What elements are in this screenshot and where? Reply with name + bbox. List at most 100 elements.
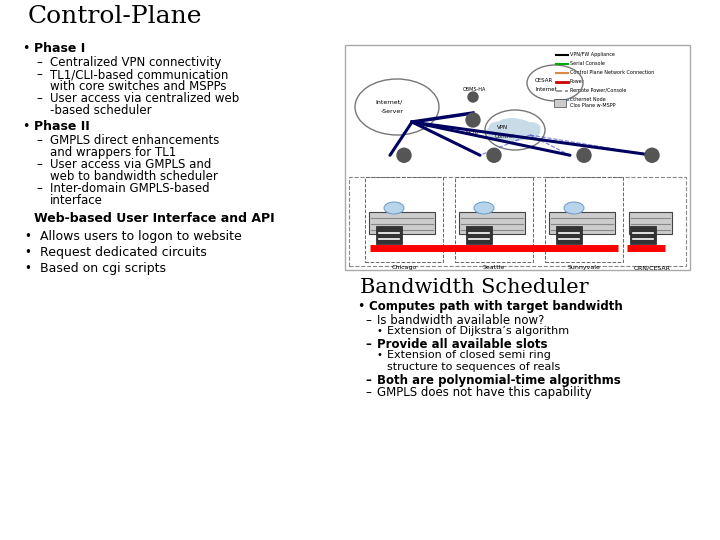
Text: Serial Console: Serial Console xyxy=(570,61,605,66)
Ellipse shape xyxy=(510,122,541,140)
Text: •: • xyxy=(24,230,31,243)
Text: –: – xyxy=(36,182,42,195)
Text: TL1/CLI-based communication: TL1/CLI-based communication xyxy=(50,68,228,81)
Text: Inter-domain GMPLS-based: Inter-domain GMPLS-based xyxy=(50,182,210,195)
Text: Based on cgi scripts: Based on cgi scripts xyxy=(40,262,166,275)
Bar xyxy=(466,226,492,244)
Text: interface: interface xyxy=(50,194,103,207)
Text: GMPLS does not have this capability: GMPLS does not have this capability xyxy=(377,386,592,399)
Text: Phase II: Phase II xyxy=(34,120,90,133)
Text: Both are polynomial-time algorithms: Both are polynomial-time algorithms xyxy=(377,374,621,387)
Circle shape xyxy=(487,148,501,162)
Ellipse shape xyxy=(528,77,557,93)
Text: Sunnyvale: Sunnyvale xyxy=(567,265,600,270)
Text: –: – xyxy=(36,92,42,105)
Text: Internet/: Internet/ xyxy=(375,99,402,104)
Ellipse shape xyxy=(551,76,579,92)
Ellipse shape xyxy=(495,118,528,134)
Ellipse shape xyxy=(369,90,416,113)
Text: –: – xyxy=(36,158,42,171)
Text: –: – xyxy=(365,314,371,327)
Bar xyxy=(554,99,566,107)
Text: -based scheduler: -based scheduler xyxy=(50,104,152,117)
Ellipse shape xyxy=(384,202,404,214)
Circle shape xyxy=(466,113,480,127)
Text: Chicago: Chicago xyxy=(391,265,417,270)
Text: Computes path with target bandwidth: Computes path with target bandwidth xyxy=(369,300,623,313)
Circle shape xyxy=(468,92,478,102)
Text: Is bandwidth available now?: Is bandwidth available now? xyxy=(377,314,544,327)
Ellipse shape xyxy=(391,96,433,121)
Circle shape xyxy=(645,148,659,162)
Ellipse shape xyxy=(368,92,426,123)
Text: VPN/FW Appliance: VPN/FW Appliance xyxy=(570,52,615,57)
Ellipse shape xyxy=(403,96,433,113)
Text: •: • xyxy=(377,350,383,360)
Text: Extension of closed semi ring: Extension of closed semi ring xyxy=(387,350,551,360)
Text: –: – xyxy=(365,338,371,351)
Ellipse shape xyxy=(474,202,494,214)
Text: Remote Power/Console: Remote Power/Console xyxy=(570,88,626,93)
Text: Internet: Internet xyxy=(535,87,557,92)
Bar xyxy=(455,177,533,262)
Text: •: • xyxy=(24,262,31,275)
Circle shape xyxy=(397,148,411,162)
Text: User access via GMPLS and: User access via GMPLS and xyxy=(50,158,212,171)
Text: Ethernet Node: Ethernet Node xyxy=(570,97,606,102)
Text: Extension of Dijkstra’s algorithm: Extension of Dijkstra’s algorithm xyxy=(387,326,569,336)
Ellipse shape xyxy=(520,122,541,134)
Text: web to bandwidth scheduler: web to bandwidth scheduler xyxy=(50,170,218,183)
Text: –: – xyxy=(36,56,42,69)
Bar xyxy=(345,45,690,270)
Text: Centralized VPN connectivity: Centralized VPN connectivity xyxy=(50,56,221,69)
Text: –: – xyxy=(36,134,42,147)
Text: Control-Plane: Control-Plane xyxy=(28,5,202,28)
Text: ORN/CESAR: ORN/CESAR xyxy=(634,265,670,270)
Bar xyxy=(556,226,582,244)
Text: Clos Plane w-MSPP: Clos Plane w-MSPP xyxy=(570,103,616,108)
Text: Control: Control xyxy=(495,134,515,139)
Text: and wrappers for TL1: and wrappers for TL1 xyxy=(50,146,176,159)
Text: Web-based User Interface and API: Web-based User Interface and API xyxy=(34,212,274,225)
Text: –: – xyxy=(365,386,371,399)
Bar xyxy=(459,212,525,234)
Bar xyxy=(549,212,615,234)
Text: –: – xyxy=(36,68,42,81)
Ellipse shape xyxy=(489,122,508,133)
Ellipse shape xyxy=(537,72,567,86)
Text: GMPLS direct enhancements: GMPLS direct enhancements xyxy=(50,134,220,147)
Text: Allows users to logon to website: Allows users to logon to website xyxy=(40,230,242,243)
Text: •: • xyxy=(357,300,364,313)
Text: Provide all available slots: Provide all available slots xyxy=(377,338,547,351)
Text: structure to sequences of reals: structure to sequences of reals xyxy=(387,362,560,372)
Ellipse shape xyxy=(361,95,387,111)
Text: OBMS-HA: OBMS-HA xyxy=(463,87,487,92)
Text: User access via centralized web: User access via centralized web xyxy=(50,92,239,105)
Bar xyxy=(369,212,435,234)
Text: CESAR: CESAR xyxy=(535,78,553,83)
Text: •: • xyxy=(22,42,30,55)
Bar xyxy=(365,177,443,262)
Text: •: • xyxy=(377,326,383,336)
Ellipse shape xyxy=(531,75,549,85)
Bar xyxy=(629,212,672,234)
Text: with core switches and MSPPs: with core switches and MSPPs xyxy=(50,80,227,93)
Text: •: • xyxy=(22,120,30,133)
Text: –: – xyxy=(365,374,371,387)
Bar xyxy=(545,177,623,262)
Text: VPN: VPN xyxy=(497,125,508,130)
Text: Request dedicated circuits: Request dedicated circuits xyxy=(40,246,207,259)
Text: Phase I: Phase I xyxy=(34,42,85,55)
Ellipse shape xyxy=(487,123,516,141)
Text: N-50: N-50 xyxy=(465,130,478,135)
Ellipse shape xyxy=(494,119,536,141)
Bar xyxy=(630,226,656,244)
Text: Bandwidth Scheduler: Bandwidth Scheduler xyxy=(360,278,589,297)
Ellipse shape xyxy=(357,97,399,123)
Bar xyxy=(349,177,686,266)
Circle shape xyxy=(577,148,591,162)
Ellipse shape xyxy=(564,202,584,214)
Text: •: • xyxy=(24,246,31,259)
Text: -Server: -Server xyxy=(381,109,404,114)
Bar xyxy=(376,226,402,244)
